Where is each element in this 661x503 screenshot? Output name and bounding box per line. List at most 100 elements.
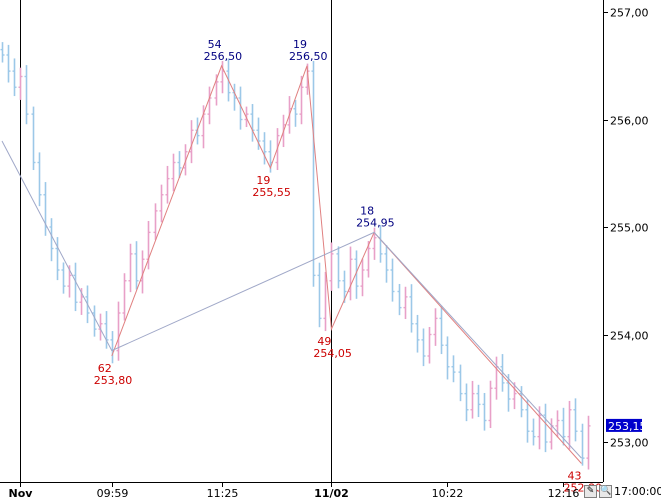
price-bar [49, 218, 54, 262]
price-bar [470, 380, 475, 419]
x-tick-label: 11/02 [314, 487, 349, 500]
price-bar [360, 258, 365, 297]
price-bar [531, 418, 536, 446]
price-bar [116, 301, 121, 361]
price-bar [336, 246, 341, 289]
last-price-label: 253,15 [608, 420, 647, 433]
price-bar [458, 364, 463, 402]
last-price-box [606, 418, 642, 432]
price-bar [262, 132, 267, 165]
price-bar [171, 153, 176, 192]
pivot-bars-label: 62 [98, 362, 112, 375]
price-bar [555, 410, 560, 438]
pivot-price-label: 255,55 [252, 186, 291, 199]
y-tick-label: 255,00 [610, 222, 649, 235]
price-bar [12, 58, 17, 97]
price-bar [488, 380, 493, 429]
series-trend [1, 140, 582, 459]
price-bar [189, 120, 194, 164]
pivot-bars-label: 18 [360, 204, 374, 217]
pivot-bars-label: 43 [568, 470, 582, 483]
price-bar [366, 240, 371, 278]
x-tick-label: Nov [9, 487, 34, 500]
price-bar [390, 258, 395, 302]
pivot-price-label: 253,80 [94, 374, 133, 387]
price-bar [134, 241, 139, 290]
price-bar [159, 184, 164, 223]
y-tick-label: 253,00 [610, 437, 649, 450]
price-bar [18, 67, 23, 100]
price-bar [445, 336, 450, 380]
price-bar [31, 106, 36, 171]
x-tick-label: 10:22 [432, 487, 464, 500]
price-bar [0, 42, 5, 63]
price-bar [342, 270, 347, 303]
price-bar [397, 283, 402, 316]
x-tick-label: 11:25 [207, 487, 239, 500]
price-bar [153, 203, 158, 240]
price-bar [55, 237, 60, 281]
price-bar [415, 314, 420, 353]
price-bar [506, 374, 511, 412]
plot-area [0, 0, 603, 482]
pivot-bars-label: 19 [256, 174, 270, 187]
price-bar [256, 117, 261, 150]
price-bar [567, 400, 572, 450]
pivot-price-label: 256,50 [289, 50, 328, 63]
pencil-icon[interactable]: ✎ [584, 485, 597, 498]
price-bar [354, 250, 359, 299]
price-bar [476, 384, 481, 418]
price-bar [165, 165, 170, 204]
pivot-bars-label: 49 [317, 335, 331, 348]
price-bar [439, 305, 444, 355]
price-bar [500, 354, 505, 392]
price-bar [433, 308, 438, 346]
x-tick-label: 12:16 [548, 487, 580, 500]
price-bar [177, 151, 182, 178]
price-bar [512, 382, 517, 410]
price-bar [311, 61, 316, 287]
price-bar [104, 311, 109, 349]
magnifier-icon[interactable]: 🔍 [599, 485, 612, 498]
price-bar [348, 246, 353, 301]
time-readout: 17:00:00 [614, 485, 661, 498]
price-bar [573, 398, 578, 442]
y-tick-label: 257,00 [610, 7, 649, 20]
overlay-lines [1, 64, 582, 464]
price-bar [384, 245, 389, 283]
price-bar [543, 403, 548, 453]
price-bar [73, 262, 78, 312]
price-bar [451, 355, 456, 383]
pivot-price-label: 254,05 [313, 347, 352, 360]
price-bars [0, 42, 591, 470]
price-bar [464, 383, 469, 422]
price-bar [537, 406, 542, 450]
price-bar [37, 152, 42, 207]
x-tick-label: 09:59 [97, 487, 129, 500]
price-bar [238, 86, 243, 130]
price-bar [299, 75, 304, 125]
price-bar [128, 243, 133, 293]
price-bar [519, 386, 524, 418]
price-bar [409, 284, 414, 333]
price-bar [24, 65, 29, 125]
price-bar [421, 328, 426, 367]
y-tick-label: 254,00 [610, 330, 649, 343]
price-bar [482, 392, 487, 431]
last-price-marker: 253,15 [606, 418, 647, 433]
price-bar [317, 262, 322, 328]
price-bar [293, 99, 298, 127]
pivot-bars-label: 54 [208, 38, 222, 51]
price-bar [61, 262, 66, 294]
price-bar [427, 326, 432, 364]
price-bar [586, 415, 591, 470]
price-bar [122, 273, 127, 321]
price-bar [6, 44, 11, 83]
price-bar [580, 423, 585, 466]
y-tick-label: 256,00 [610, 115, 649, 128]
price-bar [140, 250, 145, 294]
pivot-price-label: 256,50 [204, 50, 243, 63]
pivot-bars-label: 19 [293, 38, 307, 51]
price-bar [329, 242, 334, 291]
